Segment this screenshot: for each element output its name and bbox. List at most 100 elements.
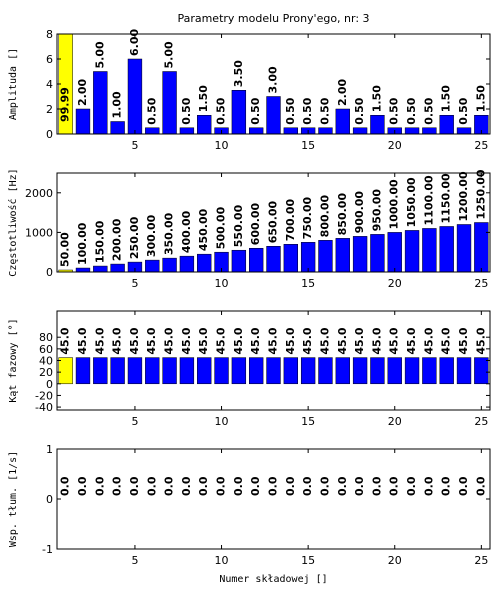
value-label: 1000.00 bbox=[388, 179, 401, 229]
value-label: 0.0 bbox=[405, 476, 418, 496]
bar bbox=[439, 115, 454, 134]
bar bbox=[231, 357, 247, 385]
bar bbox=[214, 357, 229, 385]
y-tick-label: 2000 bbox=[25, 187, 53, 200]
bar bbox=[300, 242, 316, 272]
y-axis-label: Częstotliwość [Hz] bbox=[7, 168, 19, 276]
value-label: 1100.00 bbox=[422, 175, 435, 225]
value-label: 0.50 bbox=[405, 97, 418, 124]
value-label: 45.0 bbox=[457, 327, 470, 354]
value-label: 0.0 bbox=[180, 476, 193, 496]
value-label: 200.00 bbox=[111, 218, 124, 261]
value-label: 2.00 bbox=[76, 79, 89, 106]
x-tick-label: 10 bbox=[215, 554, 229, 567]
bar bbox=[283, 357, 298, 385]
bar bbox=[127, 357, 143, 385]
value-label: 600.00 bbox=[249, 202, 262, 245]
value-label: 1250.00 bbox=[474, 169, 487, 219]
value-label: 1.50 bbox=[440, 85, 453, 112]
value-label: 45.0 bbox=[59, 327, 72, 354]
value-label: 1.50 bbox=[197, 85, 210, 112]
bar bbox=[75, 108, 91, 134]
value-label: 45.0 bbox=[474, 327, 487, 354]
value-label: 0.50 bbox=[301, 97, 314, 124]
value-label: 0.0 bbox=[422, 476, 435, 496]
value-label: 0.0 bbox=[197, 476, 210, 496]
bar bbox=[370, 234, 385, 272]
value-label: 45.0 bbox=[370, 327, 383, 354]
x-tick-label: 25 bbox=[474, 415, 488, 428]
bar bbox=[266, 357, 281, 385]
value-label: 0.50 bbox=[249, 97, 262, 124]
value-label: 650.00 bbox=[267, 200, 280, 243]
value-label: 0.0 bbox=[440, 476, 453, 496]
value-label: 45.0 bbox=[249, 327, 262, 354]
value-label: 0.0 bbox=[353, 476, 366, 496]
bar bbox=[439, 357, 454, 385]
bar bbox=[335, 238, 350, 272]
value-label: 0.0 bbox=[370, 476, 383, 496]
bar bbox=[93, 265, 108, 272]
bar bbox=[456, 127, 472, 134]
bar bbox=[249, 247, 264, 272]
bar bbox=[162, 71, 177, 134]
y-tick-label: 60 bbox=[39, 343, 53, 356]
x-tick-label: 5 bbox=[131, 554, 138, 567]
y-axis-label: Kąt fazowy [°] bbox=[8, 318, 19, 402]
y-tick-label: 6 bbox=[46, 53, 53, 66]
bar bbox=[318, 357, 333, 385]
value-label: 550.00 bbox=[232, 204, 245, 247]
value-label: 0.0 bbox=[59, 476, 72, 496]
value-label: 1.50 bbox=[474, 85, 487, 112]
plot-area bbox=[58, 222, 489, 272]
bar bbox=[179, 127, 195, 134]
bar bbox=[110, 357, 125, 385]
value-label: 350.00 bbox=[163, 212, 176, 255]
value-label: 0.0 bbox=[232, 476, 245, 496]
value-label: 0.50 bbox=[422, 97, 435, 124]
bar bbox=[110, 263, 125, 272]
value-label: 700.00 bbox=[284, 198, 297, 241]
value-label: 3.50 bbox=[232, 60, 245, 87]
bar bbox=[404, 127, 420, 134]
axes-box bbox=[56, 172, 491, 273]
value-label: 0.50 bbox=[180, 97, 193, 124]
value-label: 5.00 bbox=[163, 41, 176, 68]
value-label: 0.0 bbox=[163, 476, 176, 496]
value-label: 0.0 bbox=[93, 476, 106, 496]
bar bbox=[335, 357, 350, 385]
plot-area bbox=[58, 34, 489, 134]
value-label: 0.0 bbox=[76, 476, 89, 496]
y-tick-label: 4 bbox=[46, 78, 53, 91]
bar bbox=[231, 249, 247, 272]
value-label: 850.00 bbox=[336, 193, 349, 236]
y-tick-label: 20 bbox=[39, 366, 53, 379]
bar bbox=[352, 127, 368, 134]
value-label: 45.0 bbox=[215, 327, 228, 354]
value-label: 750.00 bbox=[301, 197, 314, 240]
y-tick-label: -40 bbox=[35, 401, 53, 414]
value-label: 950.00 bbox=[370, 189, 383, 232]
bar bbox=[249, 357, 264, 385]
bar bbox=[283, 127, 298, 134]
value-label: 800.00 bbox=[318, 195, 331, 238]
y-tick-label: 80 bbox=[39, 331, 53, 344]
value-label: 0.0 bbox=[318, 476, 331, 496]
bar bbox=[370, 357, 385, 385]
bar bbox=[439, 226, 454, 272]
bar bbox=[422, 228, 437, 272]
bar bbox=[266, 246, 281, 272]
x-tick-label: 10 bbox=[215, 277, 229, 290]
bar bbox=[300, 357, 316, 385]
value-label: 3.00 bbox=[267, 66, 280, 93]
bar bbox=[145, 357, 160, 385]
value-label: 0.50 bbox=[353, 97, 366, 124]
value-label: 0.50 bbox=[388, 97, 401, 124]
x-axis-label: Numer składowej [] bbox=[219, 574, 327, 585]
x-tick-label: 5 bbox=[131, 277, 138, 290]
x-tick-label: 10 bbox=[215, 415, 229, 428]
bar bbox=[197, 357, 212, 385]
bar bbox=[110, 121, 125, 134]
value-label: 1050.00 bbox=[405, 177, 418, 227]
